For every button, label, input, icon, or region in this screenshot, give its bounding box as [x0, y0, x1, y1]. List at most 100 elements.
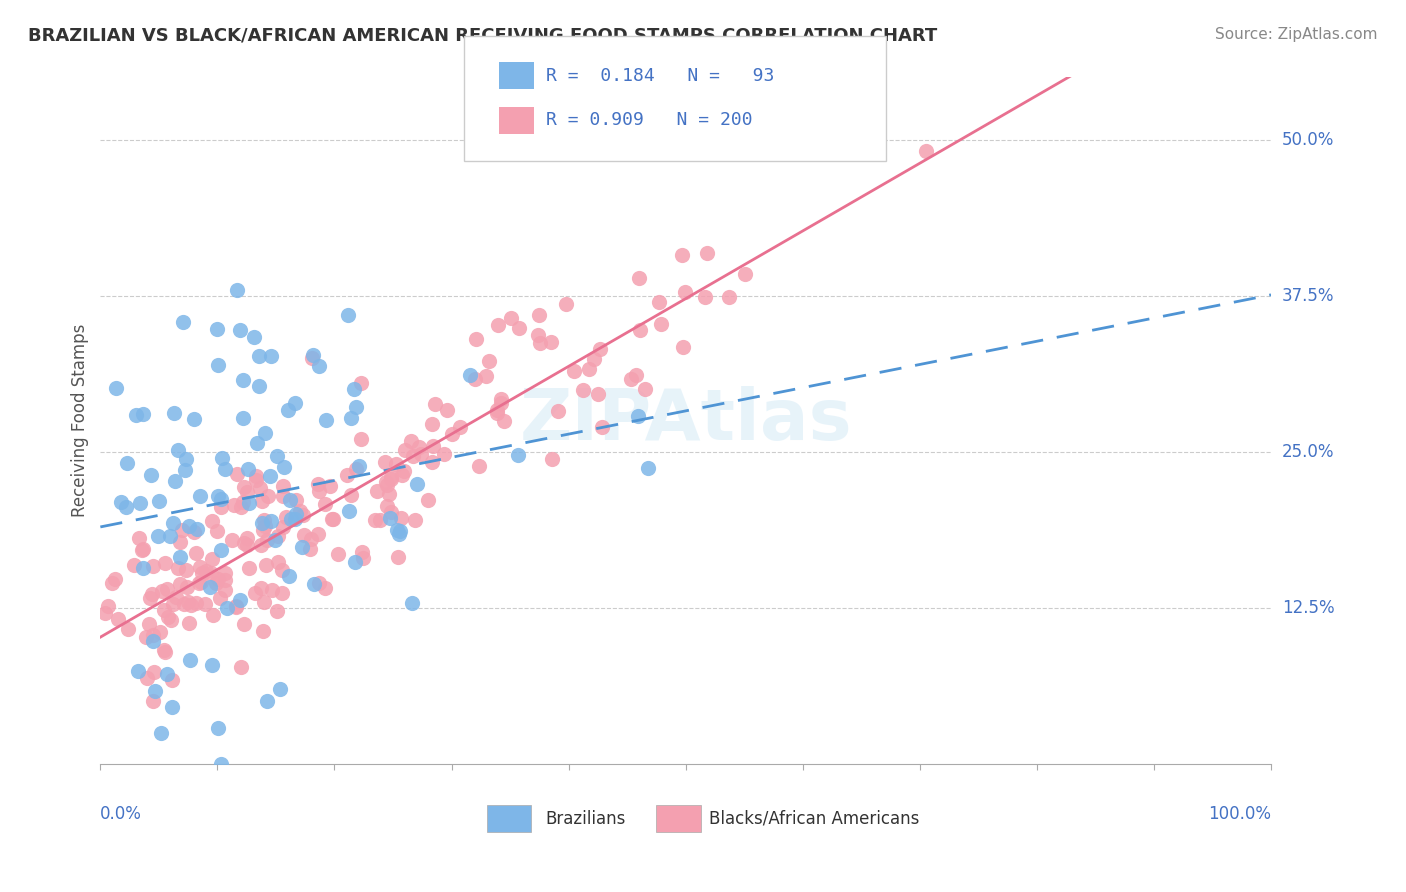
Point: [215, 601, 238, 615]
Point: [271, 489, 294, 503]
Point: [169, 550, 191, 565]
Point: [399, 434, 422, 448]
Point: [392, 464, 415, 478]
Point: [201, 607, 224, 622]
Text: 0.0%: 0.0%: [100, 805, 142, 823]
Point: [156, 667, 179, 681]
Point: [578, 362, 600, 376]
Point: [214, 573, 236, 587]
Point: [416, 492, 439, 507]
Point: [226, 467, 249, 482]
Point: [420, 455, 443, 469]
Point: [352, 550, 374, 565]
Point: [562, 364, 585, 378]
Point: [188, 559, 211, 574]
Point: [139, 468, 162, 483]
Point: [508, 321, 530, 335]
Point: [441, 427, 464, 442]
Text: 100.0%: 100.0%: [1208, 805, 1271, 823]
Point: [408, 440, 430, 454]
Point: [238, 461, 260, 475]
Point: [142, 665, 165, 679]
Point: [232, 373, 254, 387]
Point: [673, 285, 696, 300]
Point: [207, 489, 229, 503]
Point: [291, 508, 314, 522]
Point: [350, 376, 373, 390]
Point: [411, 447, 433, 461]
Bar: [657, 805, 702, 832]
Point: [284, 493, 307, 508]
Point: [299, 532, 322, 546]
Point: [696, 246, 718, 260]
Point: [249, 581, 271, 595]
Point: [586, 387, 609, 401]
Point: [142, 694, 165, 708]
Point: [131, 407, 153, 421]
Point: [115, 500, 138, 514]
Point: [388, 526, 411, 541]
Point: [583, 351, 606, 366]
Point: [340, 488, 363, 502]
Point: [322, 512, 344, 526]
Point: [142, 634, 165, 648]
Point: [628, 323, 651, 337]
Point: [211, 450, 233, 465]
Point: [436, 402, 458, 417]
Point: [375, 475, 398, 489]
Point: [253, 518, 276, 533]
Point: [141, 587, 163, 601]
Point: [508, 449, 530, 463]
Point: [104, 381, 127, 395]
Point: [207, 572, 229, 586]
Point: [194, 597, 217, 611]
Point: [138, 617, 160, 632]
Point: [169, 576, 191, 591]
Point: [266, 449, 288, 463]
Point: [173, 597, 195, 611]
Point: [222, 498, 245, 512]
Point: [135, 631, 157, 645]
Point: [252, 516, 274, 530]
Text: BRAZILIAN VS BLACK/AFRICAN AMERICAN RECEIVING FOOD STAMPS CORRELATION CHART: BRAZILIAN VS BLACK/AFRICAN AMERICAN RECE…: [28, 27, 938, 45]
Point: [250, 538, 273, 552]
Point: [201, 551, 224, 566]
Point: [201, 514, 224, 528]
Point: [347, 458, 370, 473]
Point: [183, 411, 205, 425]
Point: [103, 572, 125, 586]
Point: [464, 372, 486, 386]
Point: [153, 603, 176, 617]
Point: [734, 268, 756, 282]
Point: [207, 358, 229, 372]
Point: [748, 133, 770, 147]
Point: [292, 528, 315, 542]
Point: [468, 458, 491, 473]
Point: [200, 581, 222, 595]
Point: [529, 336, 551, 351]
Point: [229, 500, 252, 514]
Point: [321, 512, 343, 526]
Text: 12.5%: 12.5%: [1282, 599, 1334, 616]
Point: [474, 368, 496, 383]
Point: [387, 549, 409, 564]
Point: [650, 317, 672, 331]
Point: [232, 495, 254, 509]
Point: [209, 591, 232, 606]
Point: [179, 518, 201, 533]
Point: [271, 520, 294, 534]
Point: [541, 451, 564, 466]
Point: [166, 561, 188, 575]
Point: [423, 397, 446, 411]
Point: [209, 500, 232, 515]
Point: [225, 600, 247, 615]
Point: [186, 522, 208, 536]
Point: [375, 499, 398, 513]
Point: [110, 494, 132, 508]
Point: [131, 561, 153, 575]
Point: [540, 335, 562, 350]
Point: [285, 507, 308, 521]
Point: [352, 544, 374, 558]
Point: [153, 643, 176, 657]
Point: [291, 540, 314, 554]
